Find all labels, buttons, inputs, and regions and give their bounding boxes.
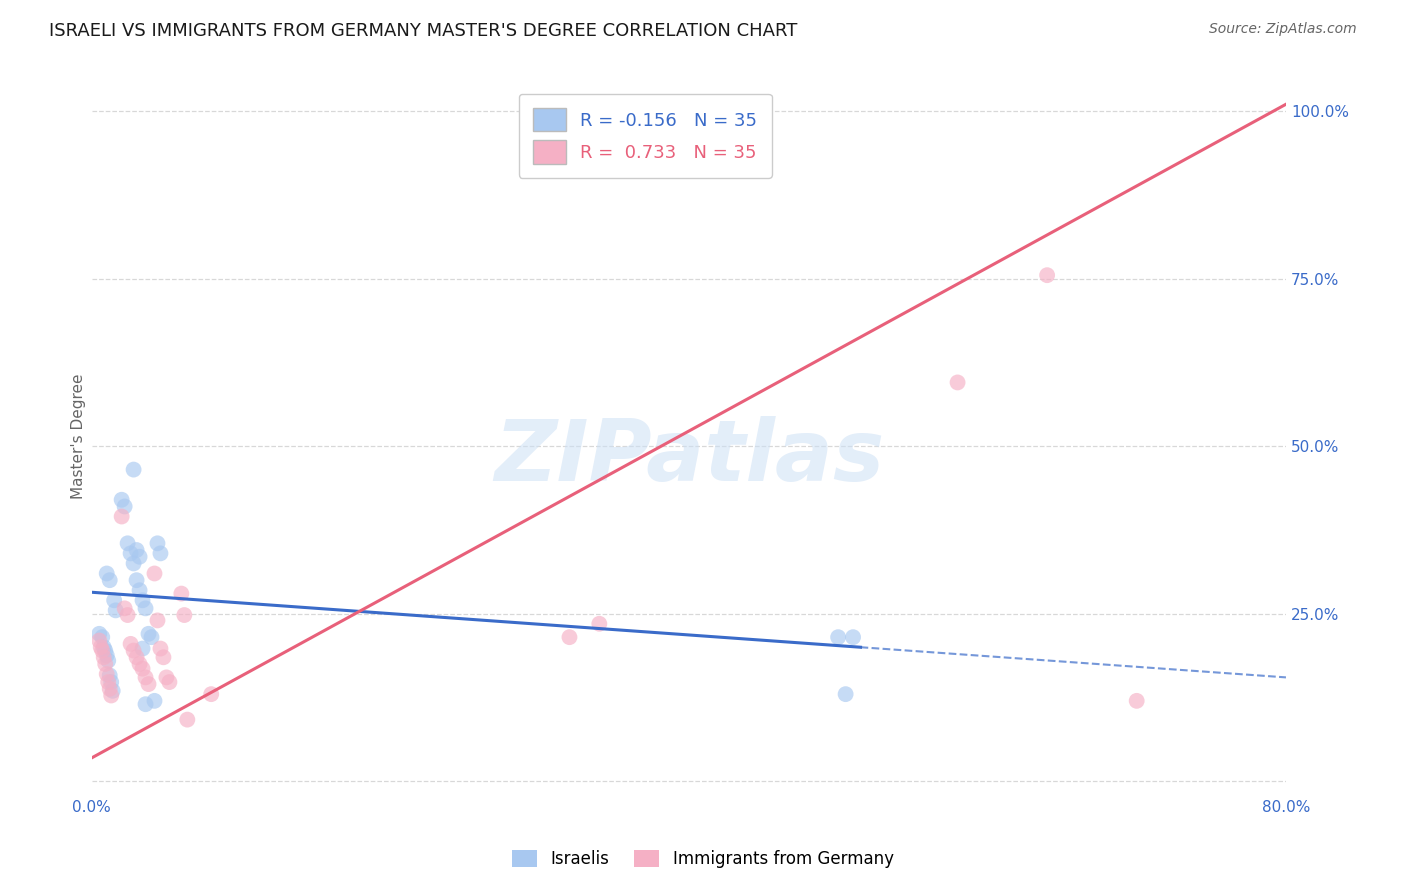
Point	[834, 687, 856, 701]
Point	[125, 650, 148, 665]
Point	[125, 573, 148, 587]
Point	[128, 583, 150, 598]
Point	[93, 650, 115, 665]
Point	[100, 675, 122, 690]
Legend: Israelis, Immigrants from Germany: Israelis, Immigrants from Germany	[506, 843, 900, 875]
Point	[89, 627, 111, 641]
Point	[200, 687, 222, 701]
Point	[97, 675, 120, 690]
Point	[135, 697, 157, 711]
Point	[1036, 268, 1059, 283]
Point	[96, 566, 118, 581]
Point	[138, 677, 160, 691]
Point	[114, 500, 136, 514]
Text: ISRAELI VS IMMIGRANTS FROM GERMANY MASTER'S DEGREE CORRELATION CHART: ISRAELI VS IMMIGRANTS FROM GERMANY MASTE…	[49, 22, 797, 40]
Point	[117, 608, 139, 623]
Point	[157, 675, 180, 690]
Point	[135, 670, 157, 684]
Point	[146, 614, 169, 628]
Point	[1125, 694, 1147, 708]
Point	[114, 601, 136, 615]
Y-axis label: Master's Degree: Master's Degree	[72, 374, 86, 499]
Point	[125, 543, 148, 558]
Point	[149, 641, 172, 656]
Point	[94, 657, 117, 671]
Text: Source: ZipAtlas.com: Source: ZipAtlas.com	[1209, 22, 1357, 37]
Point	[104, 603, 127, 617]
Point	[91, 643, 114, 657]
Point	[90, 640, 112, 655]
Point	[946, 376, 969, 390]
Point	[98, 668, 121, 682]
Point	[128, 657, 150, 671]
Point	[94, 643, 117, 657]
Point	[131, 662, 153, 676]
Point	[122, 462, 145, 476]
Point	[131, 593, 153, 607]
Point	[842, 630, 865, 644]
Point	[91, 630, 114, 644]
Point	[111, 492, 134, 507]
Point	[827, 630, 849, 644]
Point	[103, 593, 125, 607]
Point	[558, 630, 581, 644]
Point	[122, 643, 145, 657]
Point	[117, 536, 139, 550]
Point	[146, 536, 169, 550]
Point	[588, 616, 610, 631]
Point	[131, 641, 153, 656]
Point	[155, 670, 177, 684]
Point	[141, 630, 163, 644]
Point	[98, 681, 121, 696]
Point	[96, 648, 118, 663]
Point	[135, 601, 157, 615]
Text: ZIPatlas: ZIPatlas	[494, 416, 884, 500]
Point	[143, 566, 166, 581]
Point	[120, 637, 142, 651]
Point	[128, 549, 150, 564]
Point	[111, 509, 134, 524]
Point	[98, 573, 121, 587]
Point	[97, 654, 120, 668]
Point	[138, 627, 160, 641]
Point	[648, 111, 671, 125]
Point	[89, 633, 111, 648]
Legend: R = -0.156   N = 35, R =  0.733   N = 35: R = -0.156 N = 35, R = 0.733 N = 35	[519, 94, 772, 178]
Point	[176, 713, 198, 727]
Point	[122, 557, 145, 571]
Point	[93, 640, 115, 655]
Point	[120, 546, 142, 560]
Point	[152, 650, 174, 665]
Point	[143, 694, 166, 708]
Point	[101, 683, 124, 698]
Point	[149, 546, 172, 560]
Point	[173, 608, 195, 623]
Point	[96, 667, 118, 681]
Point	[100, 689, 122, 703]
Point	[170, 586, 193, 600]
